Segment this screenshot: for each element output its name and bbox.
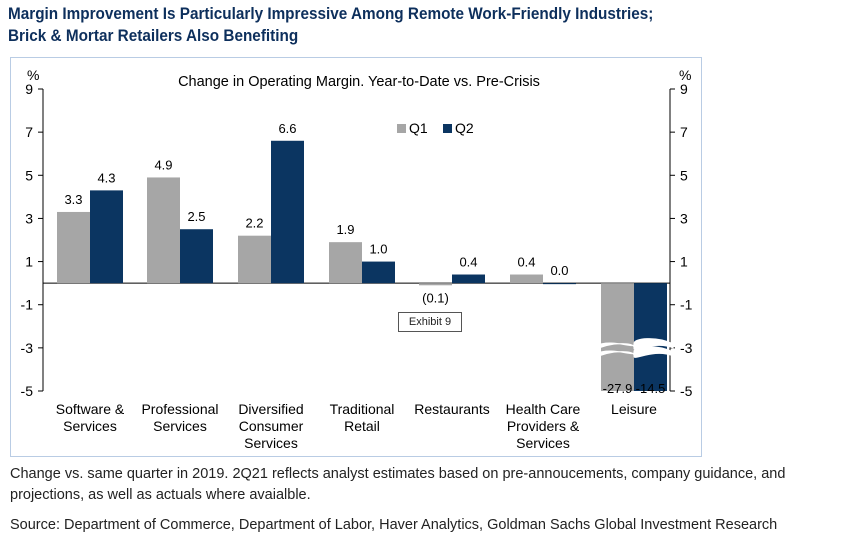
data-label-q1: (0.1) bbox=[422, 290, 449, 305]
y-unit-right: % bbox=[679, 67, 691, 83]
bar-q2 bbox=[452, 274, 485, 284]
category-label-line: Traditional bbox=[330, 401, 395, 417]
y-tick-label-left: 7 bbox=[25, 124, 33, 140]
y-tick-label-left: -3 bbox=[21, 340, 34, 356]
category-label-line: Retail bbox=[344, 418, 380, 434]
category-label-line: Diversified bbox=[238, 401, 303, 417]
category-label-line: Leisure bbox=[611, 401, 657, 417]
category-label-line: Professional bbox=[141, 401, 218, 417]
data-label-q1: 3.3 bbox=[64, 192, 82, 207]
y-unit-left: % bbox=[27, 67, 39, 83]
y-tick-label-left: -5 bbox=[21, 383, 34, 399]
data-label-q1: 0.4 bbox=[517, 255, 535, 270]
data-label-q1: 2.2 bbox=[245, 216, 263, 231]
bar-q2 bbox=[634, 283, 667, 391]
category-label: Diversified Consumer Services bbox=[238, 401, 303, 451]
category-label-line: Health Care bbox=[506, 401, 581, 417]
y-tick-label-right: 7 bbox=[680, 124, 688, 140]
legend-label-q2: Q2 bbox=[455, 120, 474, 136]
category-label-line: Services bbox=[153, 418, 207, 434]
category-label-line: Services bbox=[516, 435, 570, 451]
data-label-q1: 1.9 bbox=[336, 222, 354, 237]
data-label-q1: 4.9 bbox=[154, 157, 172, 172]
category-label-line: Services bbox=[244, 435, 298, 451]
category-label: Leisure bbox=[611, 401, 657, 417]
category-label-line: Software & bbox=[56, 401, 125, 417]
bar-q2 bbox=[543, 283, 576, 285]
category-label-line: Providers & bbox=[507, 418, 580, 434]
bar-q1 bbox=[57, 211, 90, 284]
y-tick-label-right: 3 bbox=[680, 210, 688, 226]
legend-label-q1: Q1 bbox=[409, 120, 428, 136]
category-label: Restaurants bbox=[414, 401, 489, 417]
headline: Margin Improvement Is Particularly Impre… bbox=[8, 3, 755, 47]
category-label: Traditional Retail bbox=[330, 401, 395, 434]
bar-q1 bbox=[238, 235, 271, 284]
bar-q2 bbox=[180, 229, 213, 284]
bar-q1 bbox=[147, 177, 180, 284]
y-tick-label-right: 1 bbox=[680, 254, 688, 270]
bar-q1 bbox=[329, 242, 362, 284]
headline-line-1: Margin Improvement Is Particularly Impre… bbox=[8, 4, 654, 23]
y-tick-label-right: 5 bbox=[680, 167, 688, 183]
category-label-line: Consumer bbox=[239, 418, 304, 434]
y-tick-label-left: -1 bbox=[21, 297, 34, 313]
bar-q2 bbox=[271, 140, 304, 284]
bar-q2 bbox=[362, 261, 395, 284]
bar-q2 bbox=[90, 190, 123, 284]
y-tick-label-right: -3 bbox=[680, 340, 693, 356]
y-tick-label-left: 5 bbox=[25, 167, 33, 183]
data-label-q2: 0.0 bbox=[550, 263, 568, 278]
axis-break-mark bbox=[594, 346, 674, 359]
y-tick-label-left: 1 bbox=[25, 254, 33, 270]
bar-q1 bbox=[510, 274, 543, 284]
footnote: Change vs. same quarter in 2019. 2Q21 re… bbox=[10, 466, 786, 503]
category-label: Professional Services bbox=[141, 401, 218, 434]
data-label-q2: 6.6 bbox=[278, 121, 296, 136]
y-tick-label-left: 9 bbox=[25, 81, 33, 97]
data-label-q2: 2.5 bbox=[187, 209, 205, 224]
y-tick-label-right: 9 bbox=[680, 81, 688, 97]
source-note: Source: Department of Commerce, Departme… bbox=[10, 517, 778, 533]
chart-title: Change in Operating Margin. Year-to-Date… bbox=[178, 74, 540, 90]
category-label-line: Restaurants bbox=[414, 401, 489, 417]
data-label-q2: 1.0 bbox=[369, 242, 387, 257]
headline-line-2: Brick & Mortar Retailers Also Benefiting bbox=[8, 26, 299, 45]
axis-break-mark bbox=[594, 338, 674, 351]
data-label-q2: 0.4 bbox=[459, 255, 477, 270]
bar-q1 bbox=[419, 283, 452, 286]
y-tick-label-right: -1 bbox=[680, 297, 693, 313]
y-tick-label-right: -5 bbox=[680, 383, 693, 399]
bar-q1 bbox=[601, 283, 634, 391]
exhibit-label: Exhibit 9 bbox=[398, 312, 462, 332]
chart-frame bbox=[10, 57, 702, 457]
category-label: Health Care Providers & Services bbox=[506, 401, 581, 451]
data-label-q2: 4.3 bbox=[97, 170, 115, 185]
category-label: Software & Services bbox=[56, 401, 125, 434]
data-label-q2: -14.5 bbox=[636, 381, 666, 396]
y-tick-label-left: 3 bbox=[25, 210, 33, 226]
legend-swatch-q1 bbox=[397, 124, 406, 133]
category-label-line: Services bbox=[63, 418, 117, 434]
legend-swatch-q2 bbox=[443, 124, 452, 133]
data-label-q1: -27.9 bbox=[603, 381, 633, 396]
bar-chart: 9 9 7 7 5 5 3 3 1 1 -1 -1 -3 -3 -5 -5% % Change in Operat… bbox=[21, 67, 693, 451]
